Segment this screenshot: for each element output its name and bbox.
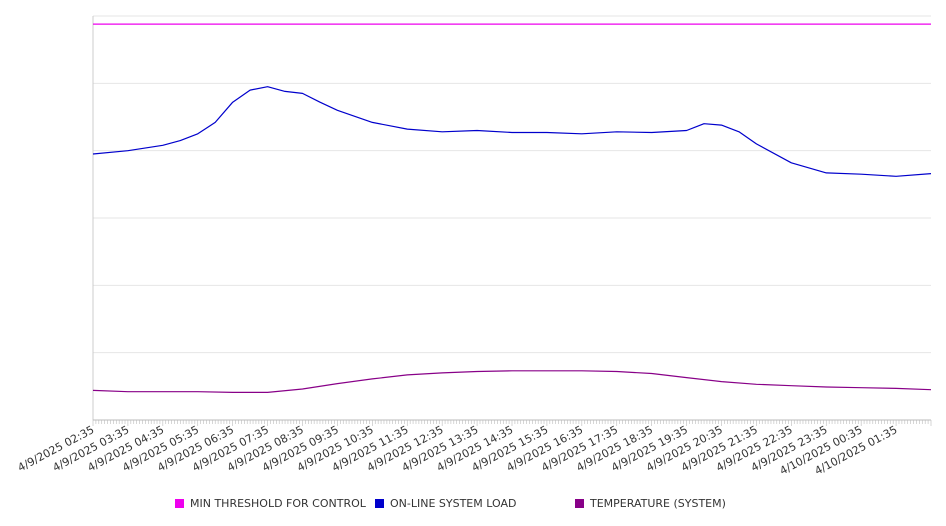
grid-lines <box>93 15 931 354</box>
series-line-on-line-system-load <box>92 86 932 177</box>
legend-swatch-temperature <box>575 499 584 508</box>
legend-label-temperature: TEMPERATURE (SYSTEM) <box>590 497 726 510</box>
series-line-temperature-system <box>92 370 932 393</box>
legend-item-min-threshold: MIN THRESHOLD FOR CONTROL <box>175 497 366 510</box>
legend-label-min-threshold: MIN THRESHOLD FOR CONTROL <box>190 497 366 510</box>
legend-swatch-system-load <box>375 499 384 508</box>
legend-swatch-min-threshold <box>175 499 184 508</box>
legend-item-temperature: TEMPERATURE (SYSTEM) <box>575 497 726 510</box>
axes <box>92 16 932 426</box>
x-axis-ticks: 4/9/2025 02:354/9/2025 03:354/9/2025 04:… <box>16 423 900 477</box>
legend-label-system-load: ON-LINE SYSTEM LOAD <box>390 497 517 510</box>
series-lines <box>92 23 932 393</box>
legend: MIN THRESHOLD FOR CONTROL ON-LINE SYSTEM… <box>0 497 946 515</box>
legend-item-system-load: ON-LINE SYSTEM LOAD <box>375 497 516 510</box>
